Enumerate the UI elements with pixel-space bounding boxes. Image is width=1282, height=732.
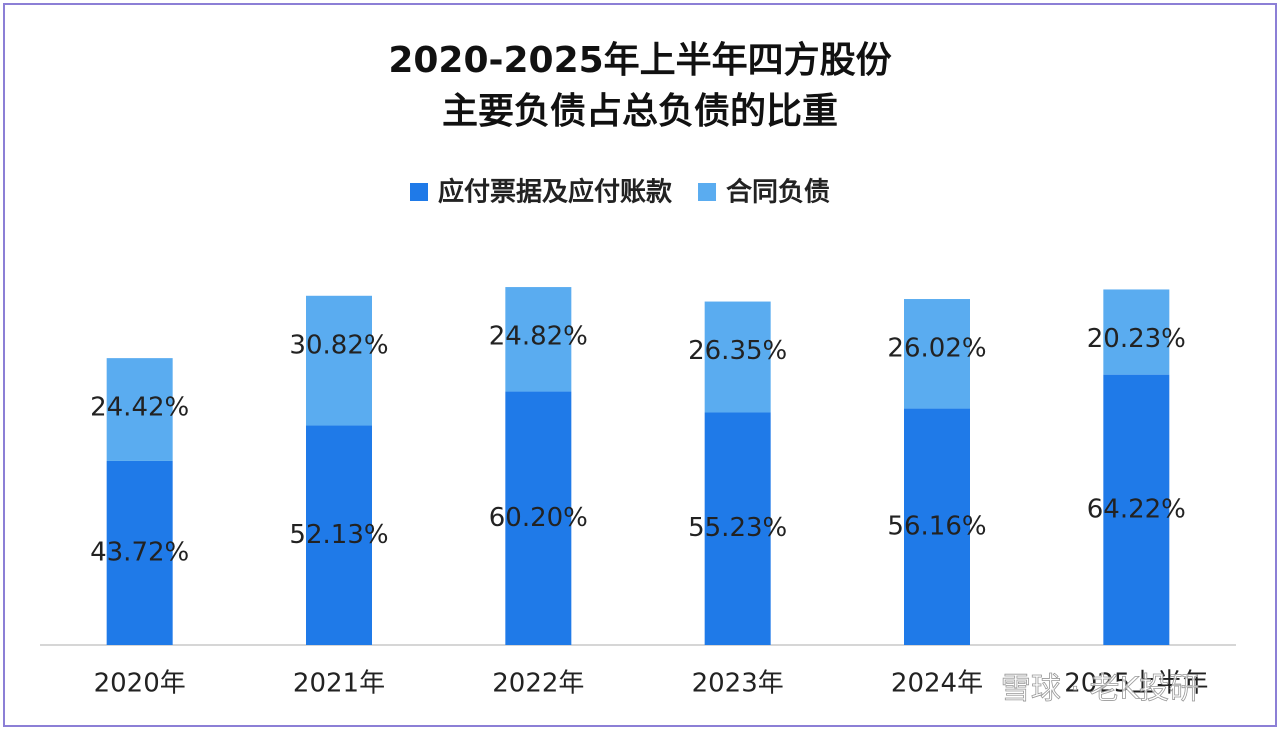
bar-segment bbox=[904, 408, 970, 645]
data-label: 56.16% bbox=[887, 511, 986, 541]
x-tick-label: 2020年 bbox=[94, 669, 186, 699]
data-label: 20.23% bbox=[1087, 324, 1186, 354]
chart-title: 主要负债占总负债的比重 bbox=[442, 91, 838, 132]
legend-swatch bbox=[410, 183, 428, 201]
legend-label: 应付票据及应付账款 bbox=[438, 177, 673, 208]
x-tick-label: 2024年 bbox=[891, 669, 983, 699]
data-label: 30.82% bbox=[289, 330, 388, 360]
data-label: 55.23% bbox=[688, 513, 787, 543]
bar-segment bbox=[306, 425, 372, 645]
data-label: 43.72% bbox=[90, 537, 189, 567]
legend-swatch bbox=[698, 183, 717, 201]
legend-label: 合同负债 bbox=[726, 177, 830, 208]
data-label: 24.42% bbox=[90, 393, 189, 423]
data-label: 26.35% bbox=[688, 336, 787, 366]
bar-segment bbox=[106, 358, 173, 461]
x-tick-label: 2022年 bbox=[492, 669, 584, 699]
x-tick-label: 2021年 bbox=[293, 669, 385, 699]
bar-segment bbox=[505, 287, 572, 392]
bar-segment bbox=[1103, 289, 1170, 375]
watermark: 雪球 · 老K投研 bbox=[1001, 672, 1199, 707]
data-label: 26.02% bbox=[887, 334, 986, 364]
frame bbox=[3, 3, 1277, 727]
data-label: 60.20% bbox=[489, 503, 588, 533]
bar-segment bbox=[1103, 374, 1170, 645]
data-label: 24.82% bbox=[489, 322, 588, 352]
bar-segment bbox=[704, 412, 771, 645]
data-label: 64.22% bbox=[1087, 494, 1186, 524]
x-tick-label: 2023年 bbox=[692, 669, 784, 699]
bar-segment bbox=[904, 299, 970, 409]
chart-title: 2020-2025年上半年四方股份 bbox=[388, 40, 891, 81]
bar-segment bbox=[505, 391, 572, 645]
bar-segment bbox=[704, 301, 771, 413]
bar-segment bbox=[106, 460, 173, 645]
bar-segment bbox=[306, 295, 372, 426]
x-tick-label: 2025上半年 bbox=[1064, 669, 1208, 699]
data-label: 52.13% bbox=[289, 520, 388, 550]
